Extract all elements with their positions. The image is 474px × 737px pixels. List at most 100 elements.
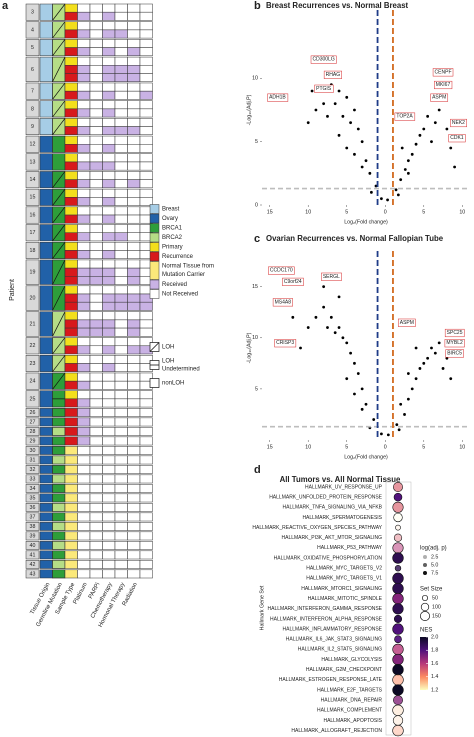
x-tick-label: 5: [422, 444, 425, 450]
sample-type-cell: [64, 465, 78, 474]
treatment-cell: [77, 436, 91, 446]
gene-set-label: HALLMARK_P53_PATHWAY: [317, 545, 383, 551]
treatment-cell: [127, 29, 141, 39]
treatment-cell: [102, 126, 116, 136]
treatment-cell: [127, 417, 141, 427]
point: [437, 341, 441, 345]
empty-cell: [114, 188, 128, 198]
sample-type-cell: [64, 503, 78, 512]
gene-set-label: HALLMARK_TNFA_SIGNALING_VIA_NFKB: [283, 505, 383, 511]
point: [406, 159, 410, 163]
empty-cell: [77, 355, 91, 364]
legend-dot: [420, 602, 430, 612]
patient-box: [25, 417, 40, 427]
point: [414, 346, 418, 350]
empty-cell: [114, 56, 128, 66]
treatment-cell: [77, 345, 91, 355]
empty-cell: [139, 522, 153, 531]
legend-label: Primary: [162, 245, 183, 251]
patient-label: 19: [30, 270, 36, 276]
patient-box: [25, 541, 40, 550]
point: [314, 108, 318, 112]
treatment-cell: [77, 65, 91, 74]
treatment-cell: [77, 293, 91, 303]
patient-box: [25, 503, 40, 512]
treatment-cell: [89, 267, 103, 277]
legend-dot: [423, 555, 427, 559]
empty-cell: [114, 355, 128, 364]
empty-cell: [77, 522, 91, 531]
patient-label: 6: [31, 67, 34, 73]
legend-swatch: [149, 213, 160, 224]
point: [306, 326, 310, 329]
empty-cell: [102, 206, 116, 216]
legend-swatch: [149, 223, 160, 233]
point: [341, 336, 345, 340]
x-tick-label: 10: [305, 209, 311, 215]
x-tick-label: 0: [384, 444, 387, 450]
gene-label-box: [432, 68, 454, 77]
empty-cell: [127, 503, 141, 512]
sample-type-cell: [64, 259, 78, 269]
point: [426, 114, 430, 118]
treatment-cell: [102, 108, 116, 118]
empty-cell: [102, 21, 116, 31]
sample-type-cell: [64, 241, 78, 251]
point: [380, 197, 383, 201]
germline-cell: [52, 408, 66, 417]
empty-cell: [77, 550, 91, 560]
empty-cell: [89, 3, 103, 13]
empty-cell: [77, 446, 91, 455]
treatment-cell: [127, 47, 141, 57]
point: [414, 377, 418, 381]
patient-box: [25, 21, 40, 39]
empty-cell: [102, 241, 116, 251]
point: [403, 168, 407, 171]
empty-cell: [102, 560, 116, 569]
empty-cell: [102, 541, 116, 550]
treatment-cell: [89, 380, 103, 390]
tissue-cell: [39, 188, 53, 206]
loh-hatch: [52, 100, 66, 118]
patient-box: [25, 118, 40, 136]
empty-cell: [102, 82, 116, 92]
sample-type-cell: [64, 126, 78, 136]
treatment-cell: [102, 380, 116, 390]
patient-label: 36: [30, 505, 36, 511]
gene-set-label: HALLMARK_UNFOLDED_PROTEIN_RESPONSE: [269, 494, 382, 500]
tissue-cell: [39, 522, 53, 531]
tissue-cell: [39, 417, 53, 427]
empty-cell: [89, 541, 103, 550]
treatment-cell: [139, 427, 153, 436]
treatment-cell: [139, 29, 153, 39]
treatment-cell: [114, 126, 128, 136]
treatment-cell: [102, 293, 116, 303]
loh-hatch: [52, 242, 66, 259]
empty-cell: [102, 259, 116, 269]
legend-dot: [423, 563, 427, 567]
gene-label-box: [450, 118, 467, 128]
patient-box: [25, 206, 40, 224]
point: [380, 432, 383, 436]
empty-cell: [114, 337, 128, 347]
treatment-cell: [127, 345, 141, 355]
treatment-cell: [102, 398, 116, 408]
treatment-cell: [102, 29, 116, 39]
empty-cell: [127, 531, 141, 541]
patient-box: [25, 390, 40, 408]
patient-box: [25, 408, 40, 417]
empty-cell: [77, 100, 91, 110]
tissue-cell: [39, 135, 53, 153]
empty-cell: [114, 21, 128, 31]
gene-label: SERGL: [323, 274, 340, 280]
x-axis-label: Log₂(Fold change): [344, 219, 388, 225]
gene-label-box: [394, 112, 416, 121]
treatment-cell: [89, 293, 103, 303]
germline-cell: [52, 446, 66, 455]
gene-set-label: HALLMARK_APOPTOSIS: [323, 718, 382, 724]
treatment-cell: [77, 408, 91, 417]
sample-type-cell: [64, 118, 78, 127]
legend-label: Normal Tissue from: [162, 264, 214, 270]
empty-cell: [77, 224, 91, 233]
empty-cell: [77, 474, 91, 484]
